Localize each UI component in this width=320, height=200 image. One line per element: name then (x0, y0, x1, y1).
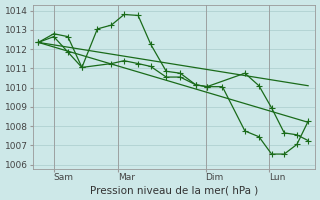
X-axis label: Pression niveau de la mer( hPa ): Pression niveau de la mer( hPa ) (90, 185, 258, 195)
